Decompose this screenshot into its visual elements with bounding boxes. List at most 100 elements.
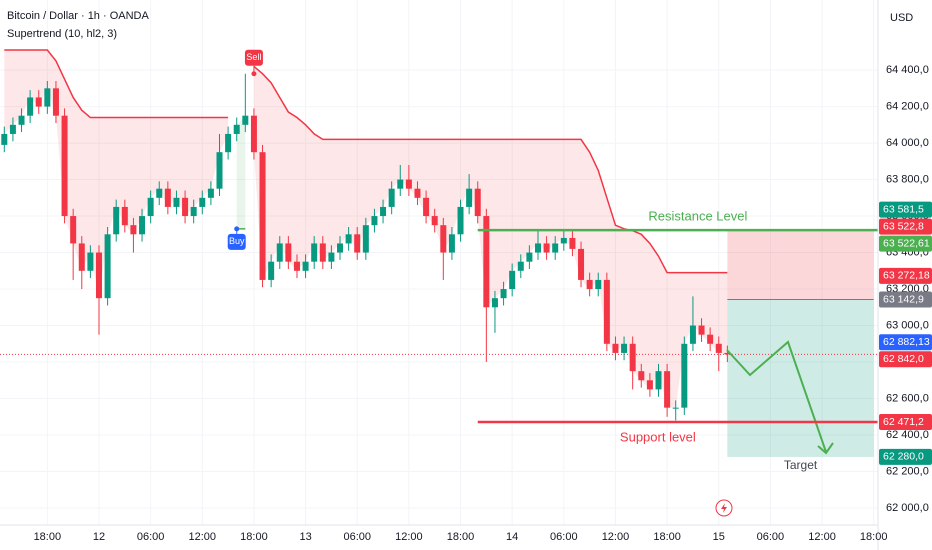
overlay-layer: Target Resistance Level Support level Sell B… bbox=[227, 49, 878, 517]
candle-body bbox=[646, 380, 653, 390]
candle-body bbox=[345, 234, 352, 244]
projection-path bbox=[726, 340, 827, 453]
price-badge-label: 63 581,5 bbox=[883, 203, 924, 215]
y-tick-label: 64 200,0 bbox=[886, 100, 929, 112]
candle-body bbox=[689, 325, 696, 344]
level-label: Resistance Level bbox=[648, 209, 747, 224]
candle-body bbox=[664, 371, 671, 408]
candle-body bbox=[483, 216, 490, 308]
candle-body bbox=[517, 261, 524, 271]
candle-body bbox=[423, 197, 430, 217]
candle-body bbox=[44, 88, 51, 107]
candle-body bbox=[474, 188, 481, 217]
candle-body bbox=[216, 152, 223, 189]
price-badge bbox=[879, 201, 932, 218]
candle-body bbox=[259, 152, 266, 280]
candle-body bbox=[362, 225, 369, 253]
candle-body bbox=[113, 206, 120, 235]
y-tick-label: 64 000,0 bbox=[886, 137, 929, 149]
signal-label: Sell bbox=[246, 52, 261, 62]
candle-body bbox=[629, 343, 636, 372]
candle-body bbox=[225, 133, 232, 153]
candle-body bbox=[552, 243, 559, 253]
candle-body bbox=[95, 252, 102, 299]
x-tick-label: 13 bbox=[299, 531, 311, 543]
candle-body bbox=[457, 206, 464, 235]
candle-body bbox=[672, 407, 679, 409]
price-badge-label: 63 272,18 bbox=[883, 270, 930, 282]
candle-body bbox=[397, 179, 404, 189]
candle-body bbox=[681, 343, 688, 408]
y-tick-label: 62 600,0 bbox=[886, 392, 929, 404]
candle-body bbox=[466, 188, 473, 207]
price-badge bbox=[879, 291, 932, 308]
x-tick-label: 15 bbox=[713, 531, 725, 543]
price-badge-label: 62 471,2 bbox=[883, 416, 924, 428]
candle-body bbox=[724, 352, 731, 355]
candle-body bbox=[52, 88, 59, 116]
x-tick-label: 18:00 bbox=[447, 531, 475, 543]
candle-body bbox=[569, 237, 576, 249]
candle-body bbox=[250, 115, 257, 153]
candle-body bbox=[173, 197, 180, 207]
x-tick-label: 12:00 bbox=[395, 531, 423, 543]
price-badge bbox=[879, 218, 932, 235]
signal-dot bbox=[251, 71, 257, 77]
grid bbox=[0, 0, 878, 525]
background-layer bbox=[0, 49, 878, 457]
candle-body bbox=[18, 115, 25, 125]
target-label: Target bbox=[784, 458, 818, 472]
candle-body bbox=[78, 243, 85, 271]
indicator-label[interactable]: Supertrend (10, hl2, 3) bbox=[7, 28, 117, 40]
candle-body bbox=[560, 237, 567, 244]
y-tick-label: 62 400,0 bbox=[886, 429, 929, 441]
candle-body bbox=[182, 197, 189, 217]
x-tick-label: 18:00 bbox=[34, 531, 62, 543]
candle-body bbox=[526, 252, 533, 262]
x-tick-label: 12:00 bbox=[808, 531, 836, 543]
candle-body bbox=[139, 216, 146, 235]
candle-body bbox=[578, 248, 585, 280]
candle-body bbox=[293, 261, 300, 271]
x-tick-label: 18:00 bbox=[860, 531, 888, 543]
price-badge bbox=[879, 267, 932, 284]
x-tick-label: 12:00 bbox=[602, 531, 630, 543]
chart-title: Bitcoin / Dollar · 1h · OANDA bbox=[7, 10, 149, 22]
projection-arrowhead bbox=[817, 442, 834, 455]
candle-body bbox=[130, 225, 137, 235]
currency-label[interactable]: USD bbox=[890, 12, 913, 24]
candle-body bbox=[27, 97, 34, 116]
candle-body bbox=[268, 261, 275, 280]
candle-body bbox=[698, 325, 705, 335]
signal-box bbox=[227, 233, 246, 250]
x-tick-label: 12:00 bbox=[189, 531, 217, 543]
x-tick-label: 06:00 bbox=[343, 531, 371, 543]
event-bolt bbox=[721, 503, 727, 513]
candle-body bbox=[35, 97, 42, 107]
candle-body bbox=[190, 206, 197, 217]
marks-layer bbox=[1, 73, 731, 421]
supertrend-fill bbox=[236, 115, 246, 229]
axes: 62 000,062 200,062 400,062 600,062 800,0… bbox=[34, 64, 932, 543]
candle-body bbox=[319, 243, 326, 262]
candle-body bbox=[156, 188, 163, 198]
candle-body bbox=[405, 179, 412, 189]
candle-body bbox=[61, 115, 68, 217]
x-tick-label: 18:00 bbox=[240, 531, 268, 543]
candle-body bbox=[337, 243, 344, 253]
candle-body bbox=[612, 343, 619, 353]
candle-body bbox=[121, 206, 128, 226]
candle-body bbox=[164, 188, 171, 207]
candle-body bbox=[147, 197, 154, 217]
signal-box bbox=[244, 49, 263, 66]
candle-body bbox=[242, 115, 249, 125]
candle-body bbox=[311, 243, 318, 262]
candle-body bbox=[500, 289, 507, 299]
candle-body bbox=[199, 197, 206, 207]
candle-body bbox=[491, 298, 498, 308]
candle-body bbox=[87, 252, 94, 271]
price-badge-label: 62 280,0 bbox=[883, 451, 924, 463]
candle-body bbox=[715, 343, 722, 353]
price-badge-label: 63 142,9 bbox=[883, 293, 924, 305]
